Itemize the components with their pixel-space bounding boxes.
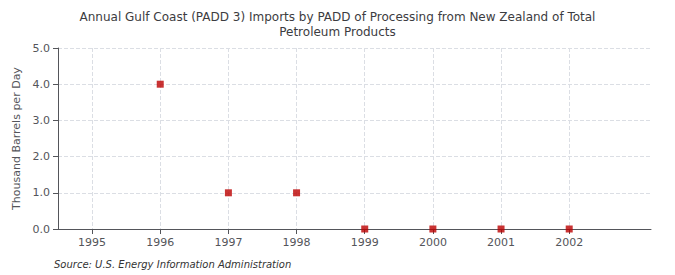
svg-text:Source: U.S. Energy Informatio: Source: U.S. Energy Information Administ… — [54, 259, 291, 270]
svg-text:1.0: 1.0 — [33, 186, 51, 199]
svg-text:4.0: 4.0 — [33, 78, 51, 91]
svg-text:2000: 2000 — [419, 236, 447, 249]
svg-text:2.0: 2.0 — [33, 150, 51, 163]
svg-text:2001: 2001 — [487, 236, 515, 249]
svg-text:Petroleum Products: Petroleum Products — [279, 25, 396, 39]
svg-text:1999: 1999 — [351, 236, 379, 249]
svg-text:Annual Gulf Coast (PADD 3) Imp: Annual Gulf Coast (PADD 3) Imports by PA… — [80, 10, 596, 24]
svg-text:3.0: 3.0 — [33, 114, 51, 127]
svg-text:1995: 1995 — [78, 236, 106, 249]
svg-text:5.0: 5.0 — [33, 42, 51, 55]
svg-text:2002: 2002 — [555, 236, 583, 249]
svg-text:1998: 1998 — [283, 236, 311, 249]
svg-text:0.0: 0.0 — [33, 223, 51, 236]
svg-text:1996: 1996 — [146, 236, 174, 249]
svg-text:Thousand Barrels per Day: Thousand Barrels per Day — [10, 67, 23, 211]
svg-text:1997: 1997 — [214, 236, 242, 249]
